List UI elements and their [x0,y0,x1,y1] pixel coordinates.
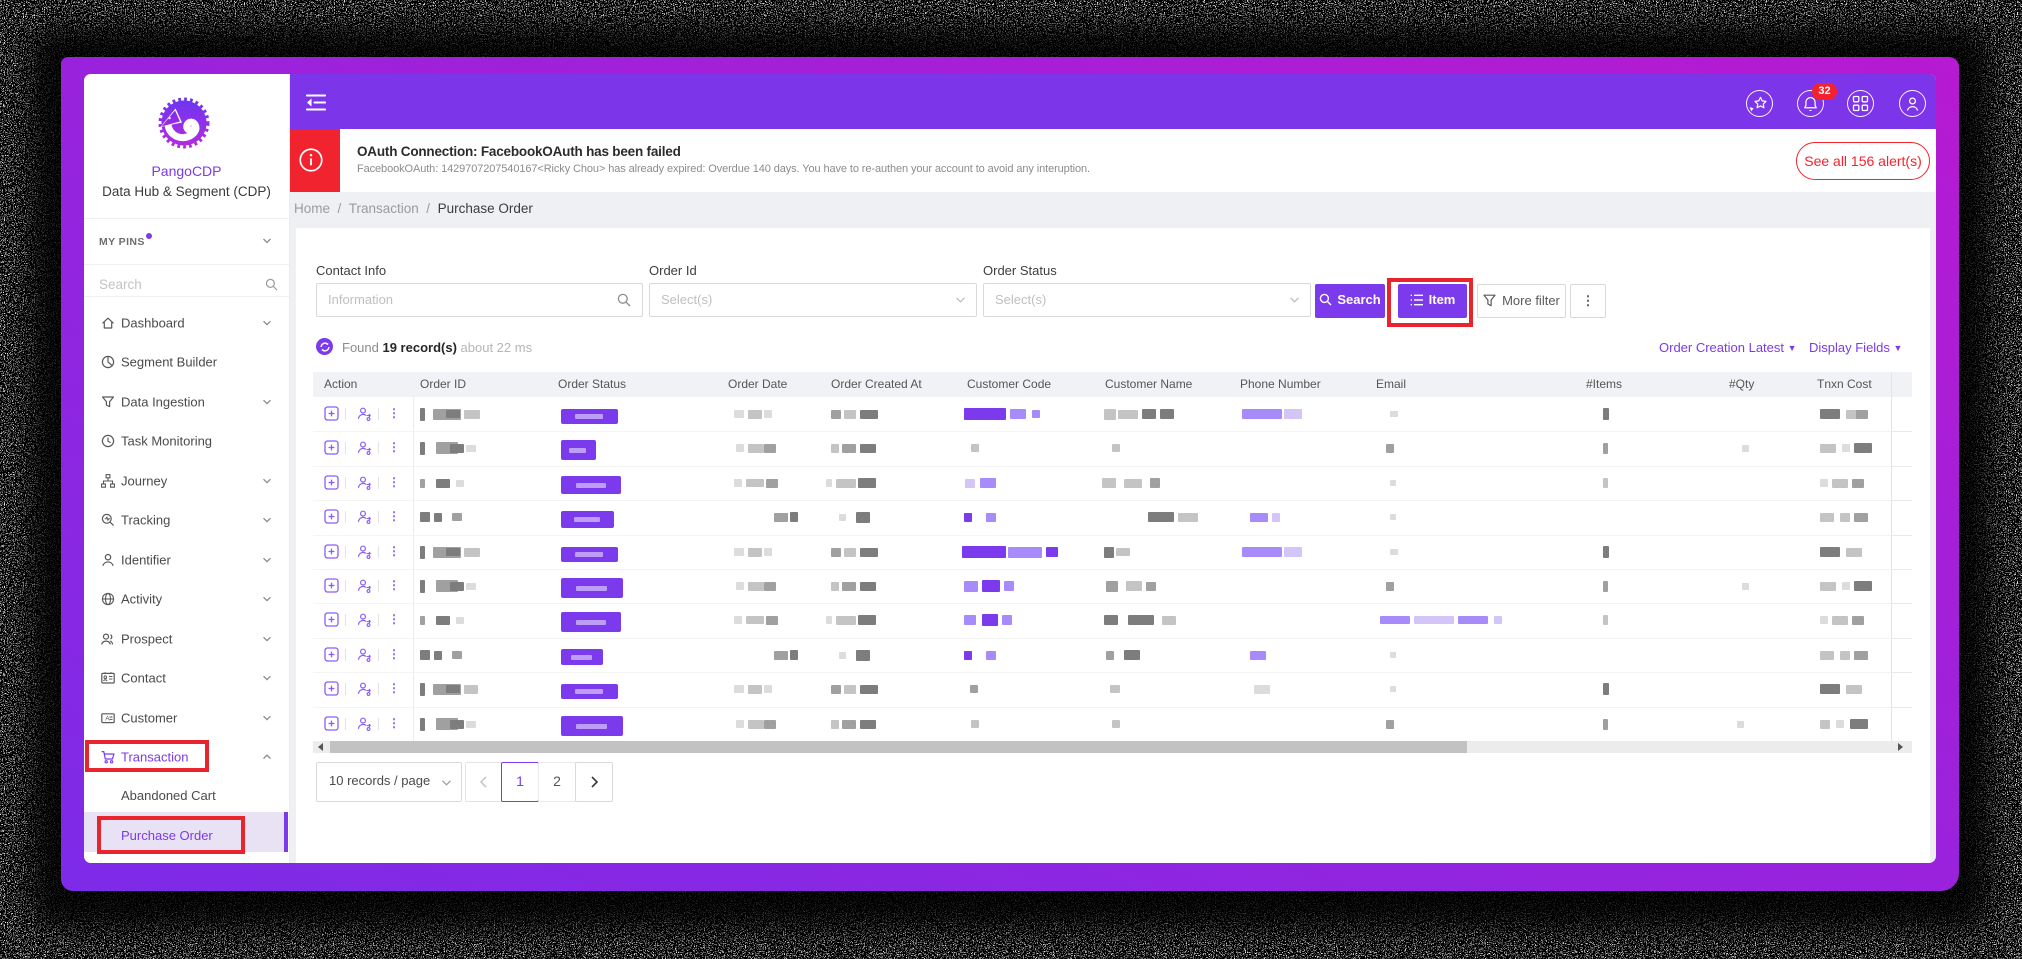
svg-text:A: A [105,715,110,722]
